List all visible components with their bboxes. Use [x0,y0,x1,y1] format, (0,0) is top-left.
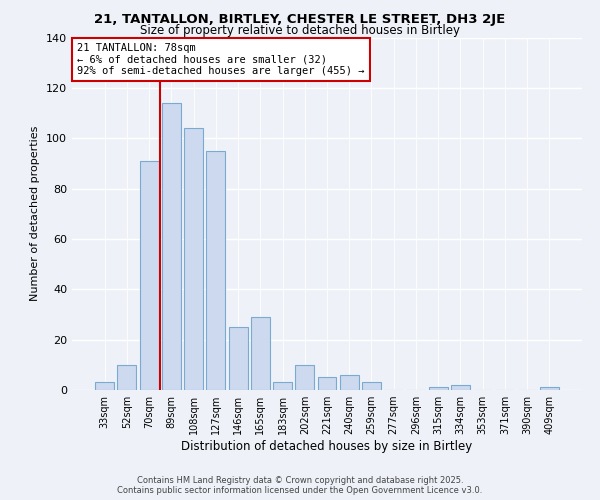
Bar [273,382,292,390]
Bar [429,388,448,390]
Y-axis label: Number of detached properties: Number of detached properties [31,126,40,302]
Bar [295,365,314,390]
Text: Contains HM Land Registry data © Crown copyright and database right 2025.
Contai: Contains HM Land Registry data © Crown c… [118,476,482,495]
Bar [206,151,225,390]
Text: 21, TANTALLON, BIRTLEY, CHESTER LE STREET, DH3 2JE: 21, TANTALLON, BIRTLEY, CHESTER LE STREE… [94,12,506,26]
Bar [540,388,559,390]
Bar [229,327,248,390]
Bar [340,375,359,390]
Bar [451,385,470,390]
Bar [140,161,158,390]
Bar [317,378,337,390]
Bar [251,317,270,390]
Bar [95,382,114,390]
Text: Size of property relative to detached houses in Birtley: Size of property relative to detached ho… [140,24,460,37]
Bar [362,382,381,390]
Bar [118,365,136,390]
Bar [184,128,203,390]
Text: 21 TANTALLON: 78sqm
← 6% of detached houses are smaller (32)
92% of semi-detache: 21 TANTALLON: 78sqm ← 6% of detached hou… [77,43,365,76]
Bar [162,103,181,390]
X-axis label: Distribution of detached houses by size in Birtley: Distribution of detached houses by size … [181,440,473,453]
